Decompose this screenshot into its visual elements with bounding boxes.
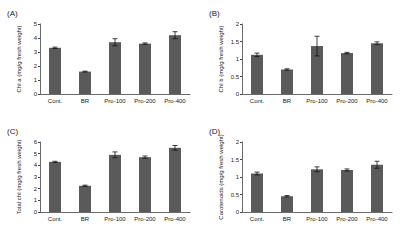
svg-text:1.5: 1.5	[231, 157, 240, 163]
svg-text:0: 0	[236, 91, 240, 97]
svg-text:Pro-400: Pro-400	[164, 98, 186, 104]
svg-text:Carotenoids (mg/g fresh weight: Carotenoids (mg/g fresh weight)	[218, 134, 224, 219]
svg-text:1: 1	[34, 77, 38, 83]
svg-text:3: 3	[34, 174, 38, 180]
svg-text:0.5: 0.5	[231, 192, 240, 198]
svg-text:Pro-100: Pro-100	[306, 216, 328, 222]
svg-text:1.5: 1.5	[231, 39, 240, 45]
svg-text:(A): (A)	[7, 9, 18, 18]
svg-text:Pro-200: Pro-200	[336, 216, 358, 222]
svg-text:5: 5	[34, 21, 38, 27]
svg-text:(C): (C)	[7, 127, 18, 136]
svg-text:2: 2	[34, 63, 38, 69]
svg-text:Pro-200: Pro-200	[336, 98, 358, 104]
svg-text:Pro-400: Pro-400	[366, 216, 388, 222]
svg-text:BR: BR	[283, 216, 292, 222]
svg-text:Pro-100: Pro-100	[104, 216, 126, 222]
svg-text:Cont.: Cont.	[48, 216, 63, 222]
svg-text:Pro-400: Pro-400	[164, 216, 186, 222]
svg-text:Pro-100: Pro-100	[306, 98, 328, 104]
svg-text:Chl a (mg/g fresh weight): Chl a (mg/g fresh weight)	[16, 25, 22, 92]
svg-text:Pro-400: Pro-400	[366, 98, 388, 104]
svg-text:Chl b (mg/g fresh weight): Chl b (mg/g fresh weight)	[218, 25, 224, 92]
svg-text:3: 3	[34, 49, 38, 55]
svg-text:Cont.: Cont.	[250, 216, 265, 222]
svg-text:0: 0	[236, 209, 240, 215]
svg-text:Pro-100: Pro-100	[104, 98, 126, 104]
svg-text:1: 1	[236, 174, 240, 180]
svg-text:BR: BR	[81, 98, 90, 104]
svg-text:Cont.: Cont.	[48, 98, 63, 104]
svg-text:BR: BR	[283, 98, 292, 104]
svg-text:(B): (B)	[209, 9, 220, 18]
svg-text:5: 5	[34, 151, 38, 157]
svg-text:2: 2	[236, 139, 240, 145]
svg-text:Pro-200: Pro-200	[134, 216, 156, 222]
svg-text:2: 2	[236, 21, 240, 27]
svg-text:BR: BR	[81, 216, 90, 222]
svg-text:Total chl (mg/g fresh weight): Total chl (mg/g fresh weight)	[16, 139, 22, 214]
svg-text:Cont.: Cont.	[250, 98, 265, 104]
svg-text:6: 6	[34, 139, 38, 145]
svg-text:1: 1	[236, 56, 240, 62]
svg-text:0.5: 0.5	[231, 74, 240, 80]
svg-text:2: 2	[34, 186, 38, 192]
svg-text:Pro-200: Pro-200	[134, 98, 156, 104]
svg-text:(D): (D)	[209, 127, 220, 136]
svg-text:0: 0	[34, 91, 38, 97]
svg-text:4: 4	[34, 35, 38, 41]
svg-text:0: 0	[34, 209, 38, 215]
svg-text:4: 4	[34, 162, 38, 168]
svg-text:1: 1	[34, 197, 38, 203]
